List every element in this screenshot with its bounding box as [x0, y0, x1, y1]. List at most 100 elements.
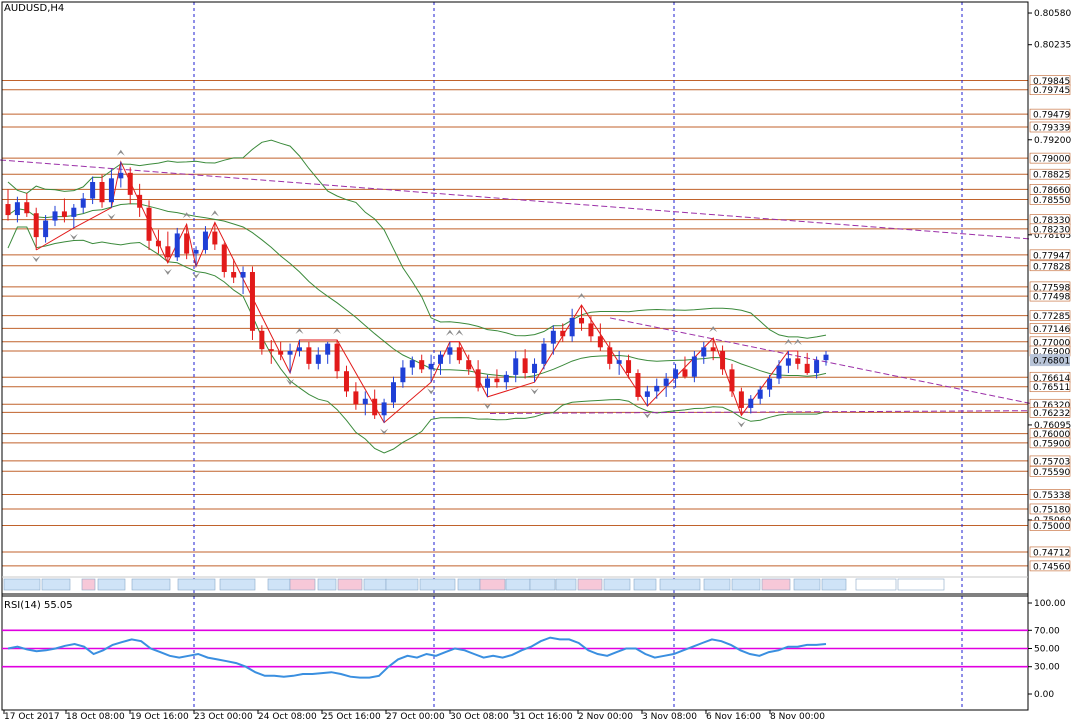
candle-body[interactable] [447, 347, 453, 355]
candle-body[interactable] [579, 317, 585, 324]
candle-body[interactable] [108, 178, 114, 203]
candle-body[interactable] [626, 360, 632, 374]
price-tick-label: 0.78165 [1034, 231, 1071, 241]
candle-body[interactable] [306, 347, 312, 364]
candle-body[interactable] [240, 272, 246, 278]
candle-body[interactable] [738, 391, 744, 408]
session-block [337, 578, 363, 591]
candle-body[interactable] [776, 365, 782, 379]
candle-body[interactable] [137, 194, 143, 208]
candle-body[interactable] [748, 398, 754, 408]
candle-body[interactable] [390, 382, 396, 403]
candle-body[interactable] [71, 207, 77, 217]
candle-body[interactable] [635, 373, 641, 397]
candle-body[interactable] [249, 272, 255, 331]
candle-body[interactable] [33, 213, 39, 238]
candle-body[interactable] [118, 172, 124, 179]
candle-body[interactable] [560, 330, 566, 337]
candle-body[interactable] [43, 220, 49, 238]
candle-body[interactable] [466, 360, 472, 370]
candle-body[interactable] [757, 389, 763, 399]
candle-body[interactable] [90, 182, 96, 199]
candle-body[interactable] [372, 398, 378, 416]
candle-body[interactable] [61, 211, 67, 217]
candle-body[interactable] [325, 343, 331, 355]
candle-body[interactable] [729, 369, 735, 392]
candle-body[interactable] [710, 347, 716, 351]
candle-body[interactable] [691, 356, 697, 377]
fractal-down-icon [427, 388, 436, 395]
candle-body[interactable] [212, 231, 218, 245]
candle-body[interactable] [146, 207, 152, 241]
candle-body[interactable] [682, 369, 688, 377]
session-block [529, 578, 556, 591]
candle-body[interactable] [522, 358, 528, 374]
candle-body[interactable] [24, 202, 30, 214]
candle-body[interactable] [720, 350, 726, 370]
candle-body[interactable] [5, 204, 11, 216]
level-label: 0.77000 [1033, 338, 1070, 348]
candle-body[interactable] [268, 349, 274, 351]
candle-body[interactable] [231, 272, 237, 278]
candle-body[interactable] [804, 363, 810, 374]
candle-body[interactable] [814, 360, 820, 374]
candle-body[interactable] [785, 358, 791, 366]
candle-body[interactable] [428, 363, 434, 370]
session-block [177, 578, 216, 591]
candle-body[interactable] [701, 347, 707, 357]
candle-body[interactable] [588, 323, 594, 337]
candle-body[interactable] [52, 211, 58, 221]
candle-body[interactable] [202, 231, 208, 250]
candle-body[interactable] [315, 354, 321, 364]
candle-body[interactable] [823, 354, 829, 361]
candle-body[interactable] [644, 391, 650, 397]
candle-body[interactable] [259, 330, 265, 350]
candle-body[interactable] [362, 398, 368, 405]
candle-body[interactable] [287, 350, 293, 355]
candle-body[interactable] [597, 336, 603, 348]
candle-body[interactable] [795, 358, 801, 364]
candle-body[interactable] [334, 343, 340, 372]
candle-body[interactable] [532, 363, 538, 374]
candle-body[interactable] [438, 354, 444, 364]
candle-body[interactable] [569, 317, 575, 337]
candle-body[interactable] [184, 233, 190, 254]
candle-body[interactable] [127, 172, 133, 195]
candle-body[interactable] [80, 198, 86, 208]
candle-body[interactable] [607, 347, 613, 364]
candle-body[interactable] [541, 343, 547, 364]
candle-body[interactable] [221, 244, 227, 273]
level-label: 0.77947 [1033, 251, 1070, 261]
level-label-box [1029, 84, 1071, 96]
candle-body[interactable] [174, 233, 180, 258]
candle-body[interactable] [654, 385, 660, 392]
candle-body[interactable] [663, 378, 669, 386]
candle-body[interactable] [513, 358, 519, 375]
candlesticks[interactable] [5, 161, 829, 423]
candle-body[interactable] [616, 360, 622, 364]
candle-body[interactable] [14, 202, 20, 216]
candle-body[interactable] [419, 360, 425, 370]
candle-body[interactable] [550, 330, 556, 344]
candle-body[interactable] [485, 378, 491, 388]
candle-body[interactable] [475, 369, 481, 388]
candle-body[interactable] [456, 347, 462, 361]
candle-body[interactable] [278, 350, 284, 355]
candle-body[interactable] [99, 182, 105, 203]
level-label: 0.79479 [1033, 111, 1070, 121]
candle-body[interactable] [165, 246, 171, 258]
candle-body[interactable] [503, 374, 509, 383]
candle-body[interactable] [193, 249, 199, 254]
candle-body[interactable] [296, 347, 302, 351]
rsi-tick-label: 100.00 [1034, 599, 1066, 609]
candle-body[interactable] [673, 369, 679, 379]
candle-body[interactable] [400, 367, 406, 383]
candle-body[interactable] [343, 371, 349, 392]
candle-body[interactable] [381, 402, 387, 416]
candle-body[interactable] [767, 378, 773, 390]
candle-body[interactable] [155, 240, 161, 247]
candle-body[interactable] [409, 360, 415, 368]
candle-body[interactable] [494, 378, 500, 383]
candle-body[interactable] [353, 391, 359, 405]
